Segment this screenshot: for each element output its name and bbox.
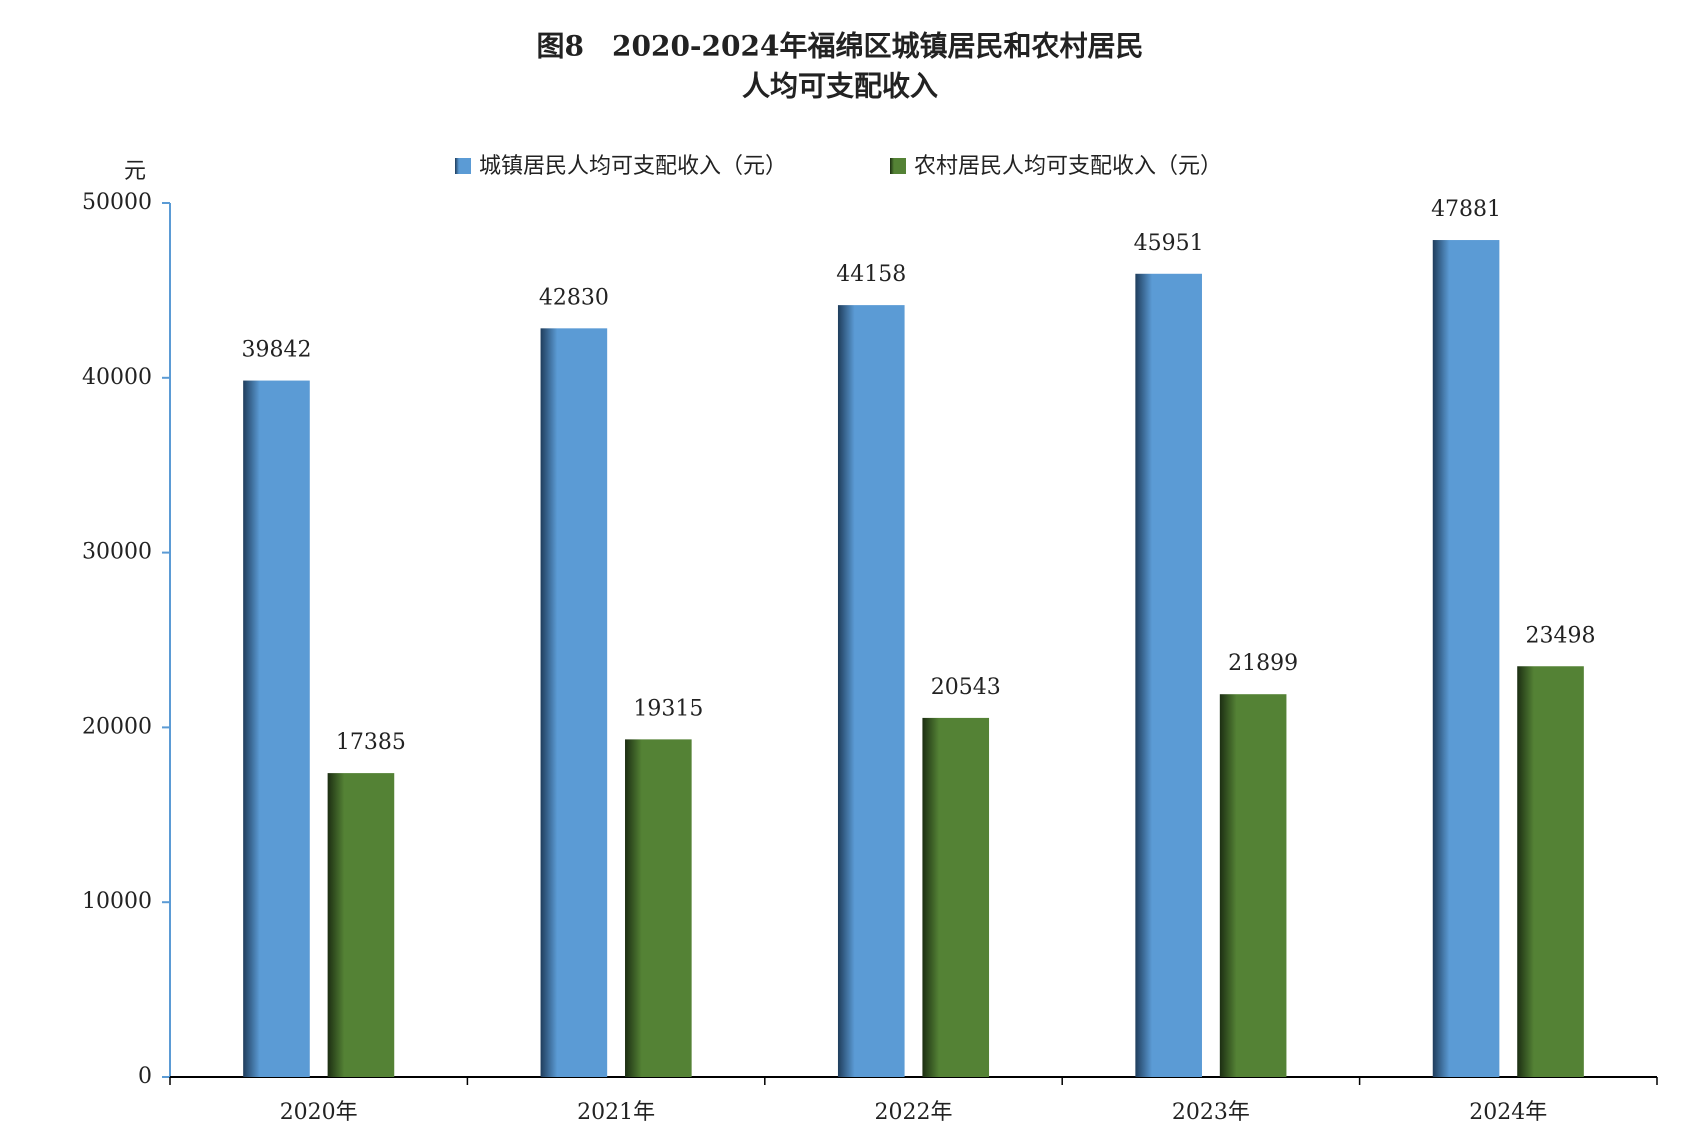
x-tick-label: 2022年 [875, 1100, 953, 1125]
bar [922, 717, 990, 1077]
legend-swatch [455, 158, 471, 174]
data-label: 47881 [1431, 197, 1501, 222]
x-tick-label: 2024年 [1469, 1100, 1547, 1125]
data-label: 23498 [1526, 623, 1596, 648]
y-tick-label: 20000 [82, 714, 152, 739]
data-label: 42830 [539, 285, 609, 310]
bar [540, 328, 608, 1077]
y-tick-label: 30000 [82, 540, 152, 565]
y-tick-label: 40000 [82, 365, 152, 390]
chart-title: 图8 2020-2024年福绵区城镇居民和农村居民 [537, 30, 1144, 63]
data-label: 39842 [241, 338, 311, 363]
bar [625, 739, 692, 1077]
y-tick-label: 0 [138, 1064, 152, 1089]
data-label: 21899 [1228, 651, 1298, 676]
bar [1432, 240, 1500, 1078]
bar [837, 305, 905, 1077]
data-label: 44158 [836, 262, 906, 287]
legend-label: 农村居民人均可支配收入（元） [914, 154, 1222, 179]
bar [327, 773, 395, 1077]
chart-title: 人均可支配收入 [742, 70, 938, 103]
data-label: 45951 [1134, 231, 1204, 256]
x-tick-label: 2021年 [577, 1100, 655, 1125]
legend-label: 城镇居民人均可支配收入（元） [479, 154, 787, 179]
y-tick-label: 50000 [82, 190, 152, 215]
data-label: 19315 [633, 696, 703, 721]
x-tick-label: 2020年 [280, 1100, 358, 1125]
bar [243, 380, 310, 1077]
legend-swatch [890, 158, 906, 174]
data-label: 20543 [931, 675, 1001, 700]
bar [1517, 666, 1584, 1077]
data-label: 17385 [336, 730, 406, 755]
bar [1219, 694, 1287, 1077]
y-tick-label: 10000 [82, 889, 152, 914]
y-axis-label: 元 [124, 159, 146, 184]
x-tick-label: 2023年 [1172, 1100, 1250, 1125]
bar [1135, 273, 1202, 1078]
